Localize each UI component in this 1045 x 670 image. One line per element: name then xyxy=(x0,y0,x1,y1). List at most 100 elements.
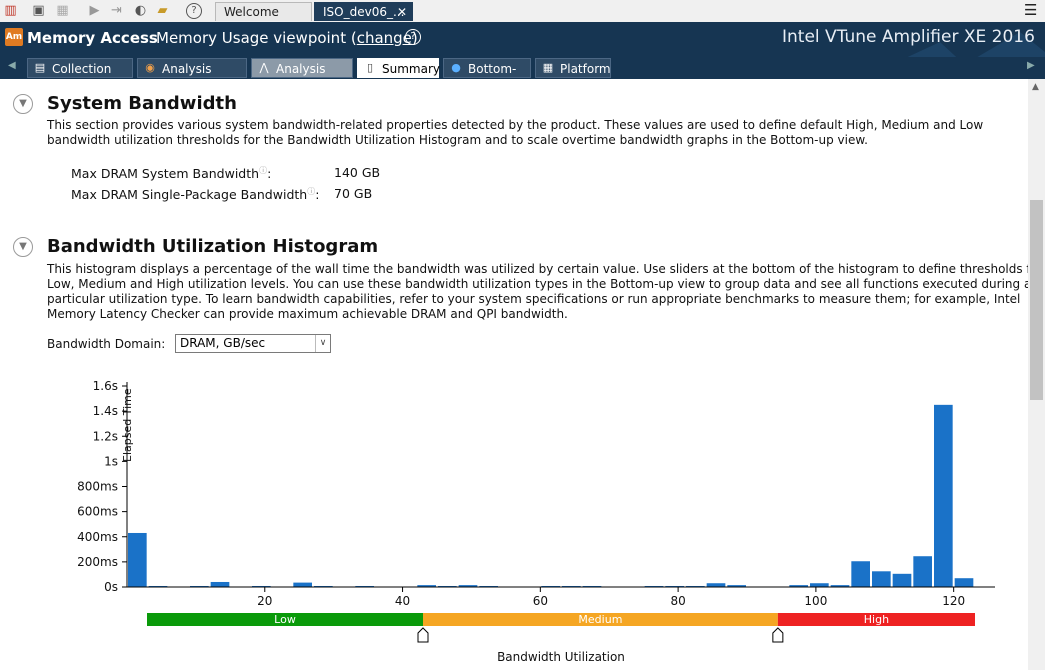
bandwidth-domain-value: DRAM, GB/sec xyxy=(180,336,266,350)
help-icon[interactable]: ⓘ xyxy=(307,187,316,196)
histogram-bar xyxy=(706,583,726,587)
max-dram-single-package-bandwidth-label: Max DRAM Single-Package Bandwidthⓘ: xyxy=(71,187,320,203)
tab-summary[interactable]: ▯ Summary xyxy=(357,58,440,78)
scroll-tabs-left-icon[interactable]: ◀ xyxy=(8,60,16,71)
y-tick-label: 400ms xyxy=(77,530,118,544)
menu-icon[interactable]: ☰ xyxy=(1024,1,1038,19)
log-icon: ▤ xyxy=(34,61,46,74)
max-dram-single-package-bandwidth-label-text: Max DRAM Single-Package Bandwidth xyxy=(71,187,308,203)
tab-analysis-target-label: Analysis Target xyxy=(162,62,212,96)
view-tabs-bar: ◀ ▤ Collection Log ◉ Analysis Target ⋀ A… xyxy=(0,57,1045,96)
histogram-bar xyxy=(355,585,374,587)
utilization-level-low xyxy=(147,613,423,626)
y-tick-label: 600ms xyxy=(77,505,118,519)
y-tick-label: 0s xyxy=(104,580,118,594)
histogram-description-line2: Low, Medium and High utilization levels.… xyxy=(47,277,1032,291)
scrollbar-thumb[interactable] xyxy=(1030,200,1043,400)
bottomup-icon: ● xyxy=(451,61,461,74)
tab-collection-log-label: Collection Log xyxy=(52,62,112,96)
x-tick-label: 60 xyxy=(533,594,548,608)
chart-icon[interactable]: ▥ xyxy=(4,3,17,18)
chevron-down-icon[interactable]: ∨ xyxy=(315,335,330,352)
system-bandwidth-description-line2: bandwidth utilization thresholds for the… xyxy=(47,133,868,147)
tab-result[interactable]: ISO_dev06_... ✕ xyxy=(314,2,413,21)
tab-platform[interactable]: ▦ Platform xyxy=(535,58,611,78)
analysis-title: Memory Access xyxy=(27,29,158,47)
histogram-description-line4: Memory Latency Checker can provide maxim… xyxy=(47,307,568,321)
close-icon[interactable]: ✕ xyxy=(396,5,407,19)
y-tick-label: 800ms xyxy=(77,480,118,494)
x-axis-label: Bandwidth Utilization xyxy=(497,650,625,664)
histogram-bar xyxy=(293,582,312,587)
histogram-bar xyxy=(892,573,912,587)
utilization-level-label: High xyxy=(864,613,889,626)
system-bandwidth-description-line1: This section provides various system ban… xyxy=(47,118,984,132)
max-dram-single-package-bandwidth-value: 70 GB xyxy=(334,186,373,201)
tab-analysis-target[interactable]: ◉ Analysis Target xyxy=(137,58,247,96)
histogram-bar xyxy=(210,581,230,587)
histogram-bar xyxy=(934,404,953,587)
tab-bottom-up[interactable]: ● Bottom-up xyxy=(443,58,531,96)
histogram-bar xyxy=(727,585,746,587)
histogram-bar xyxy=(913,556,932,587)
open-folder-icon[interactable]: ▰ xyxy=(157,3,168,18)
tab-analysis-type[interactable]: ⋀ Analysis Type xyxy=(251,58,353,96)
app-badge: Am xyxy=(5,28,23,46)
gauge-icon[interactable]: ◐ xyxy=(134,3,147,18)
histogram-bar xyxy=(954,578,974,587)
help-icon[interactable]: ⓘ xyxy=(259,166,268,175)
help-icon[interactable]: ? xyxy=(186,3,202,19)
target-icon: ◉ xyxy=(145,61,155,74)
compare-icon[interactable]: ▦ xyxy=(56,3,69,18)
histogram-bar xyxy=(789,585,808,587)
y-tick-label: 1.4s xyxy=(93,404,118,418)
tab-welcome[interactable]: Welcome xyxy=(215,2,312,21)
y-tick-label: 1.6s xyxy=(93,379,118,393)
system-bandwidth-heading: System Bandwidth xyxy=(47,93,237,114)
change-viewpoint-link[interactable]: change xyxy=(356,29,412,47)
max-dram-system-bandwidth-label: Max DRAM System Bandwidthⓘ: xyxy=(71,166,272,182)
y-tick-label: 1s xyxy=(104,454,118,468)
histogram-bar xyxy=(479,585,498,587)
max-dram-system-bandwidth-value: 140 GB xyxy=(334,165,381,180)
x-tick-label: 80 xyxy=(670,594,685,608)
histogram-bar xyxy=(417,585,436,587)
scroll-up-icon[interactable]: ▲ xyxy=(1032,82,1039,92)
compass-icon: ⋀ xyxy=(259,61,269,74)
collapse-system-bandwidth-icon[interactable]: ▼ xyxy=(13,94,33,114)
scroll-tabs-right-icon[interactable]: ▶ xyxy=(1027,60,1035,71)
histogram-bar xyxy=(810,583,829,587)
bandwidth-histogram-chart: 0s 200ms 400ms 600ms 800ms 1s 1.2s 1.4s 1.6s 20 4… xyxy=(77,379,995,664)
histogram-bar xyxy=(458,585,478,587)
tab-result-label: ISO_dev06_... xyxy=(323,5,405,19)
histogram-bar xyxy=(872,571,891,587)
histogram-bar xyxy=(644,585,664,587)
viewpoint-help-icon[interactable]: ? xyxy=(405,29,421,45)
bandwidth-domain-select[interactable]: DRAM, GB/sec ∨ xyxy=(175,334,331,353)
collapse-histogram-icon[interactable]: ▼ xyxy=(13,237,33,257)
tab-welcome-label: Welcome xyxy=(224,5,279,19)
x-tick-label: 100 xyxy=(804,594,827,608)
histogram-bar xyxy=(665,585,684,587)
histogram-description-line3: particular utilization type. To learn ba… xyxy=(47,292,1021,306)
attach-icon[interactable]: ⇥ xyxy=(111,3,122,18)
threshold-slider-handle[interactable] xyxy=(772,627,784,643)
x-tick-label: 120 xyxy=(942,594,965,608)
tab-bottom-up-label: Bottom-up xyxy=(468,62,517,96)
histogram-bar xyxy=(541,585,560,587)
histogram-heading: Bandwidth Utilization Histogram xyxy=(47,236,379,257)
tab-platform-label: Platform xyxy=(560,62,611,76)
utilization-level-label: Medium xyxy=(578,613,622,626)
bandwidth-domain-label: Bandwidth Domain: xyxy=(47,337,166,351)
histogram-bar xyxy=(438,585,457,587)
y-tick-label: 1.2s xyxy=(93,429,118,443)
analysis-header: Am Memory Access Memory Usage viewpoint … xyxy=(0,22,1045,79)
tab-analysis-type-label: Analysis Type xyxy=(276,62,326,96)
tab-collection-log[interactable]: ▤ Collection Log xyxy=(27,58,133,96)
viewpoint-prefix: Memory Usage viewpoint ( xyxy=(156,29,357,47)
new-analysis-icon[interactable]: ▣ xyxy=(32,3,45,18)
start-icon[interactable]: ▶ xyxy=(89,3,100,18)
threshold-slider-handle[interactable] xyxy=(417,627,429,643)
x-tick-label: 20 xyxy=(257,594,272,608)
histogram-bar xyxy=(128,532,147,587)
